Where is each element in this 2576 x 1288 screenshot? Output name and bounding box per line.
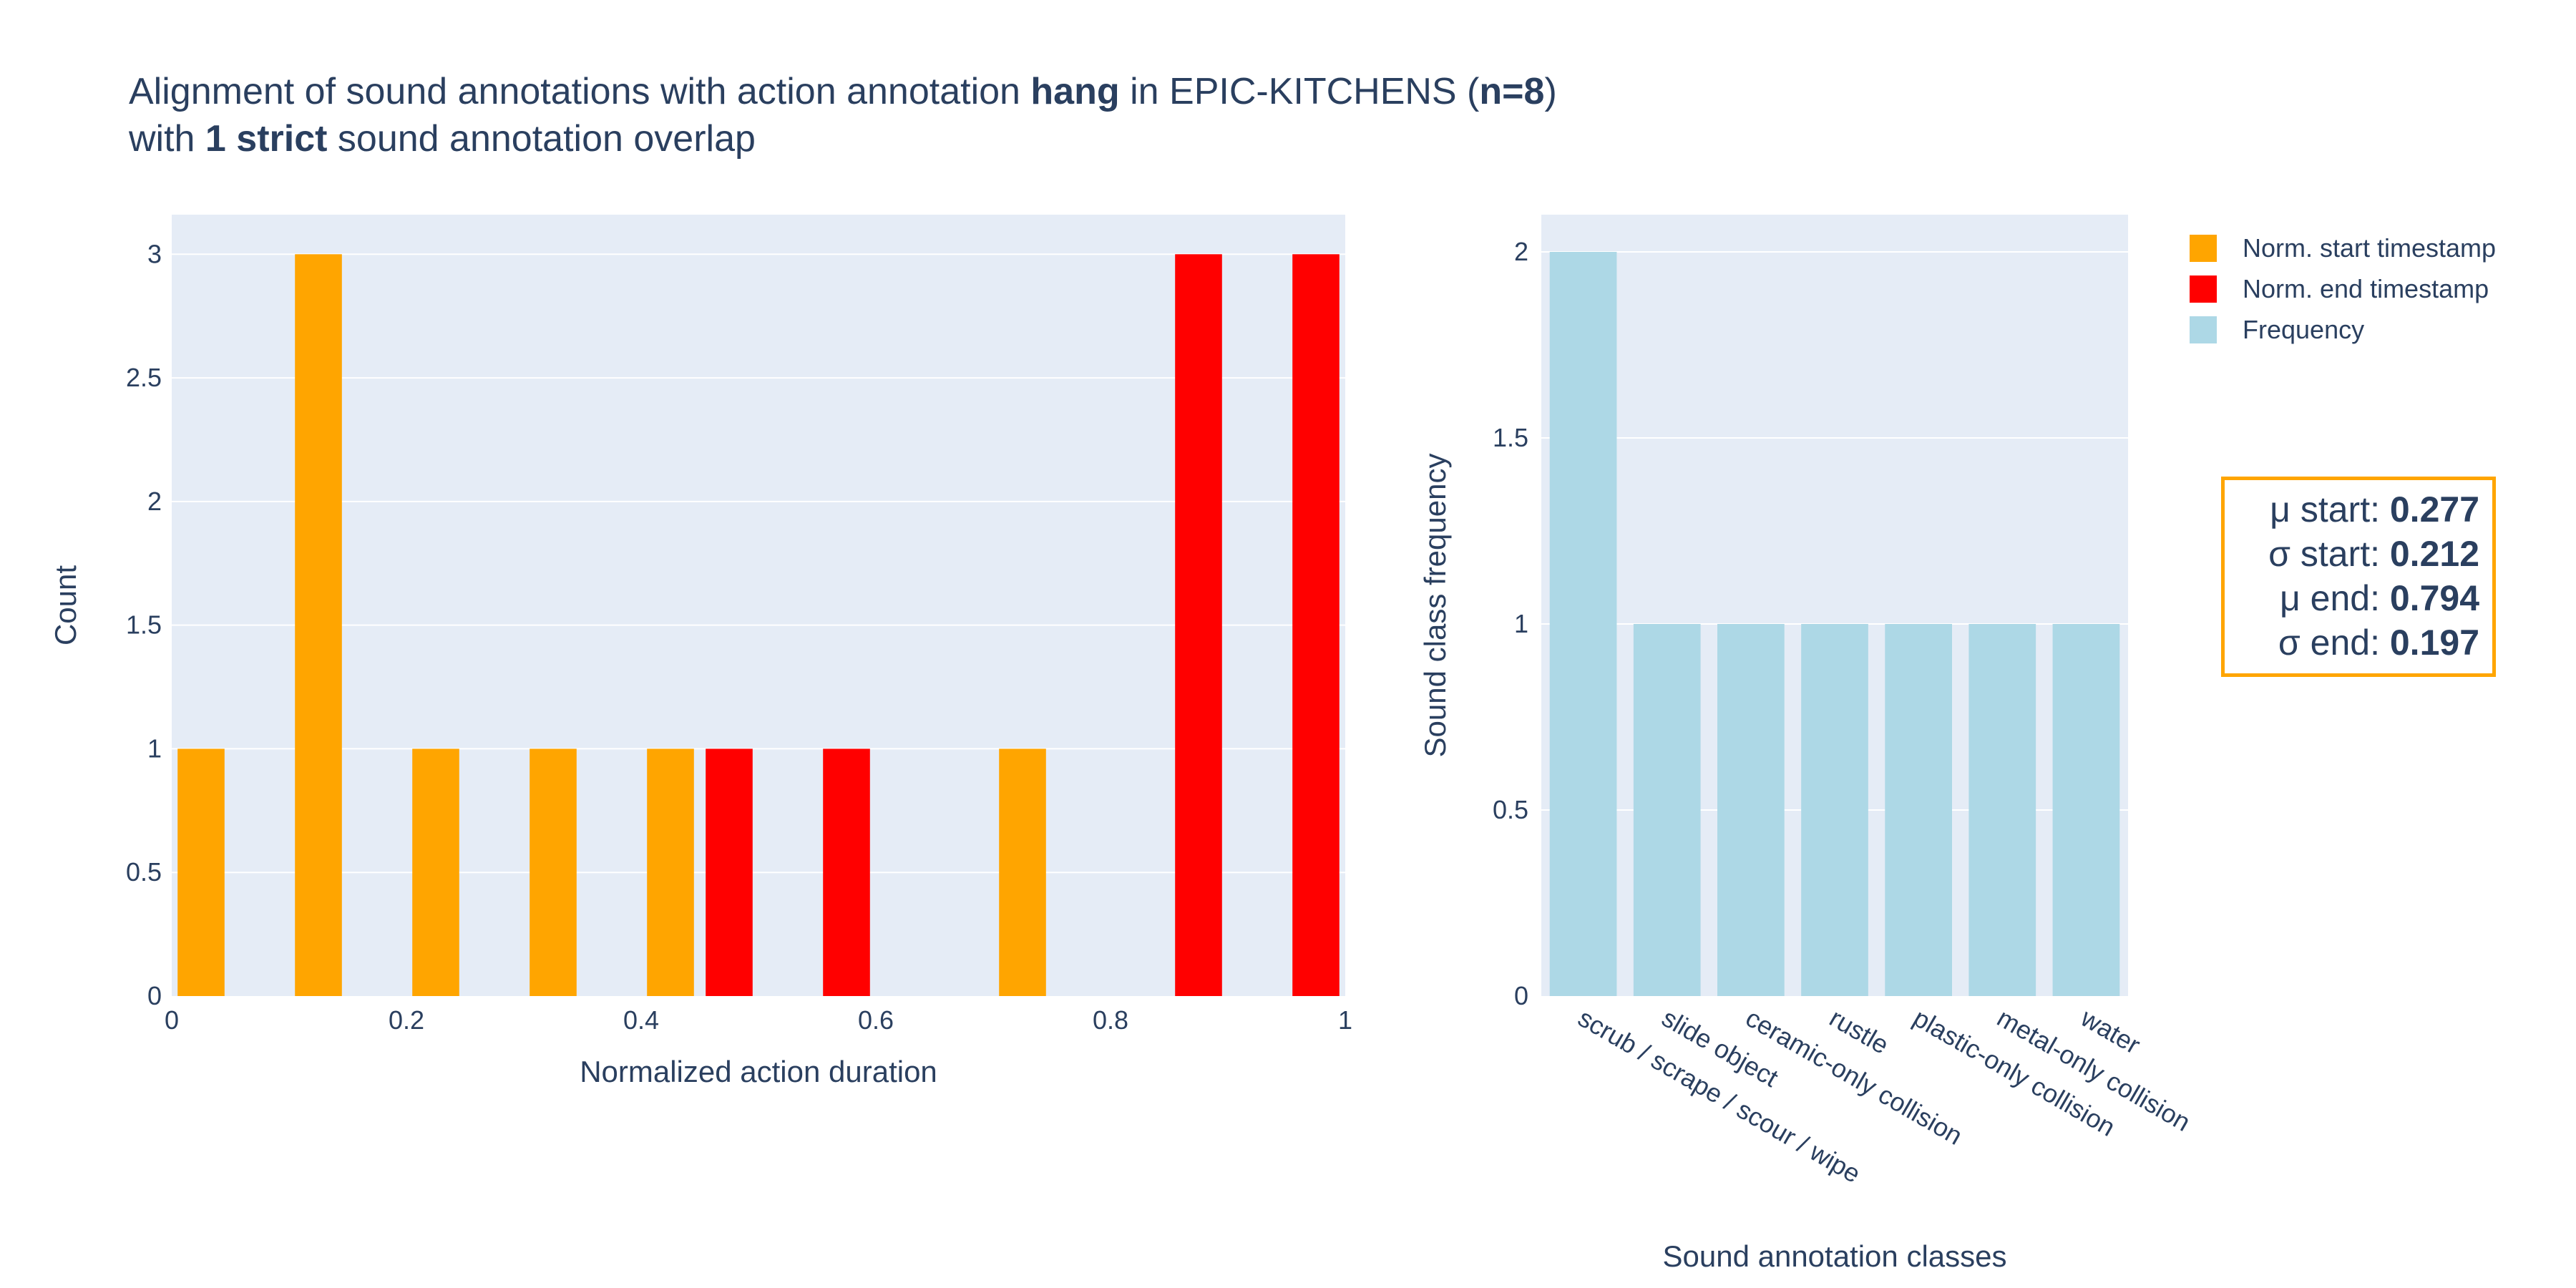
legend-label: Norm. end timestamp [2243, 273, 2489, 303]
x-tick-label: 1 [1338, 1005, 1352, 1035]
y-tick-label: 2 [1514, 237, 1528, 266]
frequency-bar [2052, 624, 2120, 996]
histogram-plot-area [172, 215, 1345, 996]
histogram-gridlines [172, 253, 1345, 874]
title-text: with [129, 118, 205, 160]
histogram-bar [530, 748, 577, 996]
stat-row: μ end: 0.794 [2225, 576, 2479, 620]
legend-item[interactable]: Norm. start timestamp [2190, 228, 2496, 268]
histogram-bar [412, 748, 459, 996]
frequency-bar [1801, 624, 1868, 996]
legend-swatch [2190, 316, 2217, 343]
y-tick-label: 0 [147, 981, 162, 1010]
y-tick-label: 1.5 [126, 610, 162, 640]
histogram-bar [177, 748, 225, 996]
bar-y-axis-label: Sound class frequency [1418, 454, 1452, 758]
bar-bars [1549, 252, 2120, 996]
legend-swatch [2190, 234, 2217, 262]
x-tick-label: 0.4 [623, 1005, 659, 1035]
histogram-bar [823, 748, 870, 996]
stat-label: μ end: [2279, 578, 2390, 618]
title-action: hang [1030, 71, 1120, 112]
histogram-bars [177, 254, 1340, 996]
stats-box: μ start: 0.277 σ start: 0.212 μ end: 0.794… [2221, 477, 2496, 677]
title-line-1: Alignment of sound annotations with acti… [129, 68, 1557, 115]
stat-row: σ end: 0.197 [2225, 620, 2479, 665]
histogram-bar [1292, 254, 1340, 996]
x-tick-label: 0 [165, 1005, 179, 1035]
legend-swatch [2190, 275, 2217, 303]
stat-label: μ start: [2270, 489, 2390, 530]
chart-title: Alignment of sound annotations with acti… [129, 68, 1557, 162]
y-tick-label: 3 [147, 239, 162, 268]
stat-label: σ start: [2268, 534, 2390, 574]
legend-item[interactable]: Norm. end timestamp [2190, 268, 2496, 309]
frequency-bar [1633, 624, 1701, 996]
histogram-bar [706, 748, 753, 996]
legend-item[interactable]: Frequency [2190, 309, 2496, 350]
frequency-bar [1549, 252, 1617, 996]
histogram-bar [999, 748, 1046, 996]
stat-value: 0.277 [2389, 489, 2479, 530]
stat-value: 0.794 [2389, 578, 2479, 618]
y-tick-label: 0.5 [126, 857, 162, 887]
frequency-bar [1717, 624, 1785, 996]
histogram-y-axis-label: Count [49, 565, 82, 645]
y-tick-label: 2.5 [126, 363, 162, 392]
title-overlap: 1 strict [205, 118, 328, 160]
legend: Norm. start timestamp Norm. end timestamp… [2190, 228, 2496, 350]
y-tick-label: 2 [147, 487, 162, 516]
x-tick-label: 0.6 [858, 1005, 894, 1035]
frequency-bar [1885, 624, 1952, 996]
title-line-2: with 1 strict sound annotation overlap [129, 115, 1557, 162]
histogram-bar [1175, 254, 1222, 996]
frequency-bar [1968, 624, 2036, 996]
y-tick-label: 1.5 [1493, 423, 1528, 452]
stat-row: μ start: 0.277 [2225, 487, 2479, 532]
histogram-x-axis-label: Normalized action duration [580, 1055, 937, 1088]
legend-label: Frequency [2243, 314, 2365, 344]
x-tick-label: 0.8 [1093, 1005, 1128, 1035]
histogram-y-ticks: 0 0.5 1 1.5 2 2.5 3 [126, 239, 162, 1010]
histogram-bar [295, 254, 342, 996]
title-text: ) [1544, 71, 1557, 112]
x-tick-label: 0.2 [389, 1005, 424, 1035]
stat-value: 0.212 [2389, 534, 2479, 574]
title-text: Alignment of sound annotations with acti… [129, 71, 1031, 112]
y-tick-label: 1 [1514, 609, 1528, 638]
y-tick-label: 0 [1514, 981, 1528, 1010]
title-n: n=8 [1479, 71, 1545, 112]
title-text: in EPIC-KITCHENS ( [1119, 71, 1480, 112]
histogram-bar [647, 748, 694, 996]
y-tick-label: 1 [147, 733, 162, 763]
bar-y-ticks: 0 0.5 1 1.5 2 [1493, 237, 1528, 1010]
stat-row: σ start: 0.212 [2225, 532, 2479, 576]
stat-label: σ end: [2278, 623, 2390, 663]
legend-label: Norm. start timestamp [2243, 233, 2497, 263]
bar-x-axis-label: Sound annotation classes [1662, 1239, 2006, 1273]
stat-value: 0.197 [2389, 623, 2479, 663]
title-text: sound annotation overlap [327, 118, 756, 160]
y-tick-label: 0.5 [1493, 795, 1528, 824]
histogram-x-ticks: 0 0.2 0.4 0.6 0.8 1 [165, 1005, 1352, 1035]
